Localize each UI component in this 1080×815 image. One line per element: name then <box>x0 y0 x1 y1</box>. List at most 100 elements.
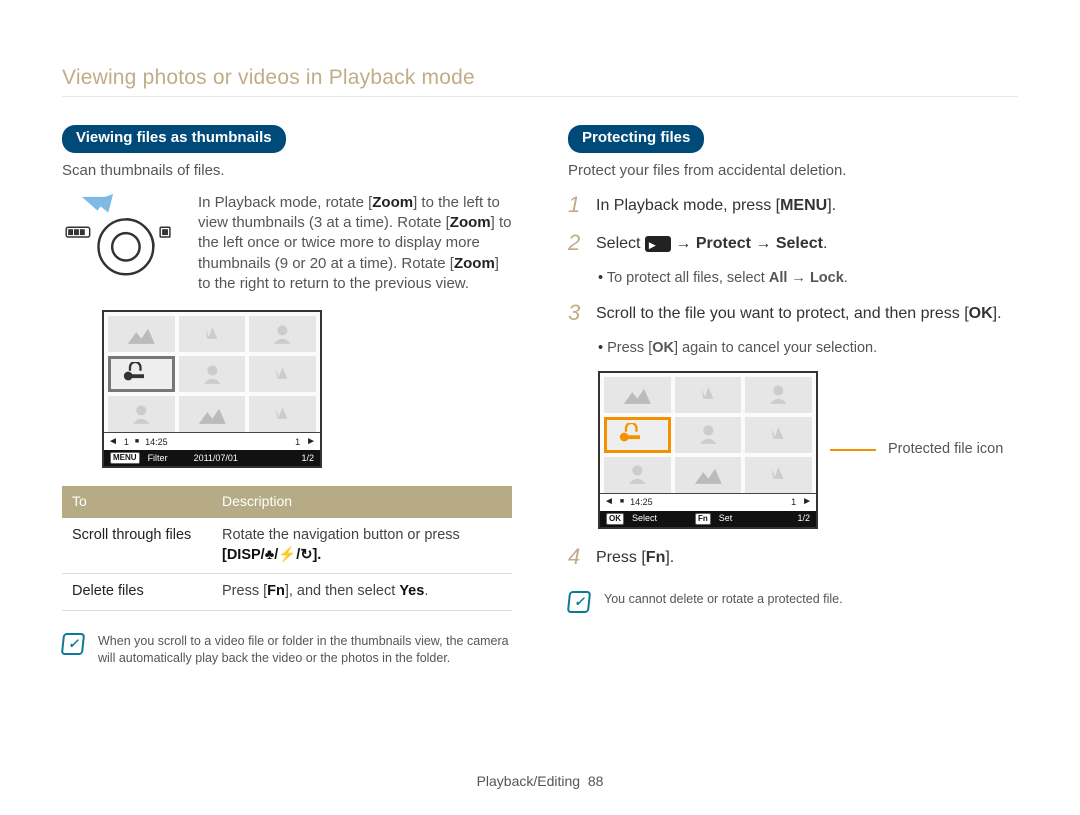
lcd-bottom-bar: MENU Filter 2011/07/01 1/2 <box>104 450 320 466</box>
select-label: Select <box>632 512 657 524</box>
arrow: → <box>751 235 776 252</box>
footer-page-number: 88 <box>588 773 604 789</box>
note-text: You cannot delete or rotate a protected … <box>604 591 843 608</box>
lcd-page: 1/2 <box>301 452 314 464</box>
text: Press [ <box>607 340 652 356</box>
table-cell-desc: Rotate the navigation button or press [D… <box>212 517 512 573</box>
lcd-with-callout: ◄ ■ 14:25 1 ► OK Select Fn Set 1/2 <box>598 371 1018 529</box>
lcd-status-bar: ◄ 1 ■ 14:25 1 ► <box>104 432 320 450</box>
thumbnail <box>675 377 742 413</box>
step-2: 2 Select ▶ → Protect → Select. <box>568 231 1018 255</box>
step-3: 3 Scroll to the file you want to protect… <box>568 301 1018 325</box>
right-arrow-icon: ► <box>306 435 316 449</box>
section-subtitle: Scan thumbnails of files. <box>62 161 512 181</box>
thumbnail <box>745 417 812 453</box>
zoom-bold: Zoom <box>454 255 495 272</box>
text: ] again to cancel your selection. <box>674 340 877 356</box>
fn-button: Fn <box>646 549 666 566</box>
document-page: Viewing photos or videos in Playback mod… <box>0 0 1080 815</box>
ok-button: OK <box>652 340 674 356</box>
note-box: ✓ You cannot delete or rotate a protecte… <box>568 591 1018 613</box>
button-sequence: [DISP/♣/⚡/↻]. <box>222 547 321 563</box>
zoom-dial-illustration <box>62 193 180 292</box>
two-column-layout: Viewing files as thumbnails Scan thumbna… <box>62 125 1018 666</box>
table-cell-desc: Press [Fn], and then select Yes. <box>212 574 512 611</box>
table-row: Scroll through files Rotate the navigati… <box>62 517 512 573</box>
callout-line <box>830 449 876 451</box>
zoom-instruction-text: In Playback mode, rotate [Zoom] to the l… <box>198 193 512 294</box>
step-2-sub: To protect all files, select All → Lock. <box>598 269 1018 289</box>
lcd-date: 2011/07/01 <box>194 452 238 464</box>
lcd-time: 14:25 <box>145 436 168 448</box>
section-subtitle: Protect your files from accidental delet… <box>568 161 1018 181</box>
title-underline <box>62 96 1018 97</box>
text: ]. <box>665 549 674 566</box>
thumbnail <box>675 457 742 493</box>
zoom-bold: Zoom <box>450 214 491 231</box>
desc-text: Rotate the navigation button or press <box>222 527 460 543</box>
lcd-count: 1 <box>124 436 129 448</box>
steps-list: 1 In Playback mode, press [MENU]. 2 Sele… <box>568 193 1018 255</box>
menu-button-label: MENU <box>110 452 140 464</box>
step-text: Scroll to the file you want to protect, … <box>596 301 1002 325</box>
page-title: Viewing photos or videos in Playback mod… <box>62 64 1018 92</box>
lcd-screenshot-thumbnails: ◄ 1 ■ 14:25 1 ► MENU Filter 2011/07/01 1… <box>102 310 322 468</box>
step-text: Press [Fn]. <box>596 545 674 569</box>
note-icon: ✓ <box>61 633 85 655</box>
thumbnail-selected-protected <box>604 417 671 453</box>
text: ]. <box>993 305 1002 322</box>
note-text: When you scroll to a video file or folde… <box>98 633 512 667</box>
desc-text: . <box>424 583 428 599</box>
set-label: Set <box>719 512 733 524</box>
text: To protect all files, select <box>607 270 769 286</box>
thumbnail <box>745 457 812 493</box>
thumbnail <box>249 356 316 392</box>
step-number: 2 <box>568 231 586 255</box>
step-text: Select ▶ → Protect → Select. <box>596 231 827 255</box>
left-arrow-icon: ◄ <box>604 495 614 509</box>
callout-label: Protected file icon <box>888 440 1003 460</box>
desc-text: Press [ <box>222 583 267 599</box>
thumbnail <box>179 316 246 352</box>
step-4: 4 Press [Fn]. <box>568 545 1018 569</box>
table-header-description: Description <box>212 486 512 517</box>
lock-icon <box>610 423 652 444</box>
section-pill-protecting: Protecting files <box>568 125 704 152</box>
select-bold: Select <box>776 235 823 252</box>
step-number: 3 <box>568 301 586 325</box>
all-bold: All <box>769 270 788 286</box>
desc-text: ], and then select <box>285 583 399 599</box>
ok-button: OK <box>969 305 993 322</box>
thumbnail <box>604 377 671 413</box>
lcd-status-bar: ◄ ■ 14:25 1 ► <box>600 493 816 511</box>
note-icon: ✓ <box>567 591 591 613</box>
lock-icon <box>114 362 156 383</box>
text: . <box>823 235 827 252</box>
lcd-bottom-bar: OK Select Fn Set 1/2 <box>600 511 816 527</box>
thumbnail <box>249 396 316 432</box>
thumbnail <box>675 417 742 453</box>
lcd-page: 1/2 <box>797 512 810 524</box>
thumbnail <box>108 396 175 432</box>
section-pill-thumbnails: Viewing files as thumbnails <box>62 125 286 152</box>
step-number: 4 <box>568 545 586 569</box>
step-text: In Playback mode, press [MENU]. <box>596 193 836 217</box>
menu-button: MENU <box>780 197 827 214</box>
thumbnail-grid <box>600 373 816 493</box>
right-arrow-icon: ► <box>802 495 812 509</box>
text: Select <box>596 235 645 252</box>
arrow: → <box>671 235 696 252</box>
right-column: Protecting files Protect your files from… <box>568 125 1018 666</box>
lcd-count: 1 <box>791 496 796 508</box>
yes-bold: Yes <box>399 583 424 599</box>
thumbnail-selected <box>108 356 175 392</box>
table-cell-action: Delete files <box>62 574 212 611</box>
thumbnail <box>604 457 671 493</box>
table-cell-action: Scroll through files <box>62 517 212 573</box>
text: . <box>844 270 848 286</box>
left-arrow-icon: ◄ <box>108 435 118 449</box>
protect-bold: Protect <box>696 235 751 252</box>
thumbnail <box>108 316 175 352</box>
step-number: 1 <box>568 193 586 217</box>
lcd-count: 1 <box>295 436 300 448</box>
